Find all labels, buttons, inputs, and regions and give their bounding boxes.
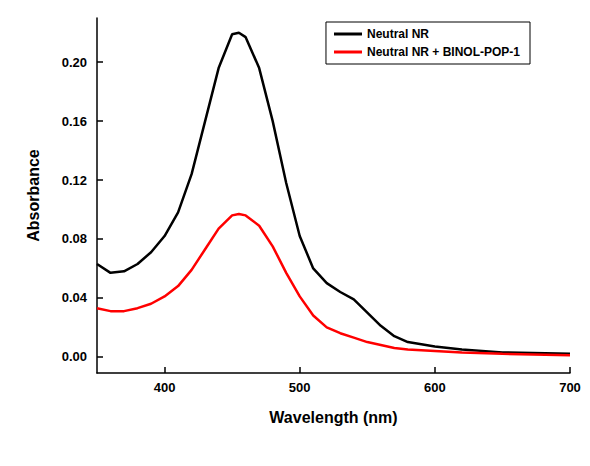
svg-text:Neutral NR: Neutral NR — [367, 27, 429, 41]
svg-text:0.20: 0.20 — [62, 55, 87, 70]
svg-text:600: 600 — [424, 380, 446, 395]
svg-text:0.12: 0.12 — [62, 173, 87, 188]
svg-text:Absorbance: Absorbance — [25, 149, 42, 242]
svg-text:0.08: 0.08 — [62, 231, 87, 246]
svg-text:0.16: 0.16 — [62, 114, 87, 129]
svg-text:0.00: 0.00 — [62, 349, 87, 364]
svg-text:500: 500 — [289, 380, 311, 395]
svg-text:0.04: 0.04 — [62, 290, 88, 305]
svg-text:400: 400 — [154, 380, 176, 395]
svg-text:Neutral NR + BINOL-POP-1: Neutral NR + BINOL-POP-1 — [367, 45, 520, 59]
svg-text:700: 700 — [559, 380, 581, 395]
svg-text:Wavelength (nm): Wavelength (nm) — [269, 409, 397, 426]
